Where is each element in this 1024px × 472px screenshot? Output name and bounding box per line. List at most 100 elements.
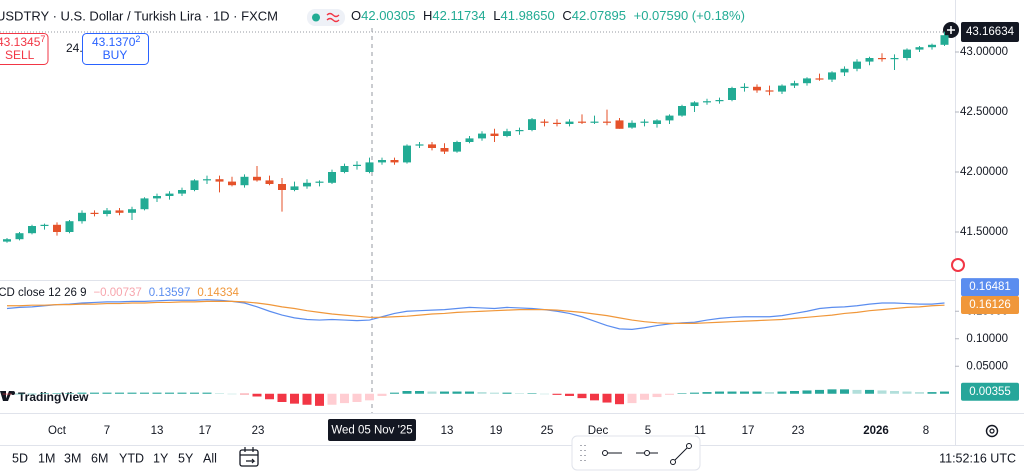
candle-body xyxy=(365,162,374,172)
candle-body xyxy=(328,172,336,183)
status-badge[interactable] xyxy=(307,9,345,26)
histogram-bar xyxy=(940,391,949,394)
histogram-bar xyxy=(52,393,62,394)
histogram-bar xyxy=(827,389,837,394)
histogram-bar xyxy=(615,393,624,405)
candle-body xyxy=(665,115,674,121)
brand-logo[interactable]: TradingView xyxy=(0,390,89,404)
candle-body xyxy=(940,35,949,45)
histogram-bar xyxy=(152,392,162,394)
sell-price: 43.13457 xyxy=(0,34,45,49)
histogram-bar xyxy=(665,393,674,395)
histogram-last: 0.00355 xyxy=(969,386,1011,398)
histogram-bar xyxy=(727,391,737,394)
histogram-bar xyxy=(552,393,562,395)
buy-button[interactable]: 43.13702 BUY xyxy=(82,33,149,65)
histogram-bar xyxy=(840,389,849,394)
histogram-bar xyxy=(315,393,324,406)
candle-body xyxy=(390,160,399,163)
candle-body xyxy=(103,210,111,214)
trend-line-tool[interactable] xyxy=(670,443,692,465)
range-button[interactable]: 6M xyxy=(91,451,108,465)
trend-node xyxy=(670,459,676,465)
candle-body xyxy=(915,47,924,50)
histogram-bar xyxy=(590,393,599,401)
candle-body xyxy=(690,102,699,106)
clock[interactable]: 11:52:16 UTC xyxy=(939,451,1016,465)
candle-body xyxy=(590,121,599,123)
brand-dot xyxy=(11,391,15,395)
settings-button[interactable] xyxy=(985,424,999,438)
y-tick-label: 0.05000 xyxy=(966,360,1008,372)
sell-price-digit: 7 xyxy=(40,34,45,44)
candle-body xyxy=(903,49,911,58)
candle-body xyxy=(240,176,249,186)
y-tick-label: 42.50000 xyxy=(960,106,1008,118)
candle-body xyxy=(828,72,836,80)
range-button[interactable]: 1M xyxy=(38,451,55,465)
sell-button[interactable]: 43.13457 SELL xyxy=(0,33,49,65)
histogram-bar xyxy=(177,392,187,394)
candle-body xyxy=(615,120,624,129)
legend-part: 0.14334 xyxy=(197,287,239,299)
signal-last-box xyxy=(961,296,1019,315)
candle-body xyxy=(90,212,99,214)
candle-body xyxy=(303,182,311,187)
histogram-bar xyxy=(127,392,137,394)
histogram-bar xyxy=(765,392,774,394)
crosshair-menu[interactable] xyxy=(943,22,959,38)
drag-grip xyxy=(580,445,586,461)
histogram-bar xyxy=(452,391,462,394)
ohlc-key: O xyxy=(351,8,361,23)
histogram-bar xyxy=(490,392,499,394)
candle-body xyxy=(315,181,324,183)
trend-line xyxy=(672,445,690,463)
sell-price-main: 43.1345 xyxy=(0,35,41,49)
symbol-title[interactable]: USDTRY · U.S. Dollar / Turkish Lira · 1D… xyxy=(0,8,278,23)
time-label: Dec xyxy=(588,425,609,437)
ray-tool[interactable] xyxy=(602,450,623,456)
time-label: 5 xyxy=(645,425,651,437)
time-label: 23 xyxy=(792,425,805,437)
histogram-bar xyxy=(815,389,824,394)
histogram-bar xyxy=(402,391,412,394)
histogram-bar xyxy=(40,393,49,394)
buy-price-digit: 2 xyxy=(135,34,140,44)
time-label: 7 xyxy=(104,425,110,437)
candle-body xyxy=(765,90,774,92)
date-range-button[interactable] xyxy=(239,447,259,467)
ray-node xyxy=(602,450,608,456)
candle-body xyxy=(890,58,899,60)
signal-last: 0.16126 xyxy=(969,299,1011,311)
range-button[interactable]: 5D xyxy=(12,451,28,465)
histogram-bar xyxy=(640,393,649,400)
candle-body xyxy=(853,61,861,69)
range-button[interactable]: 1Y xyxy=(153,451,169,465)
histogram-bar xyxy=(915,392,924,394)
macd-line xyxy=(7,300,945,324)
histogram-bar xyxy=(215,393,224,394)
sell-box xyxy=(0,33,49,65)
time-label: 23 xyxy=(252,425,265,437)
candle-body xyxy=(28,226,36,234)
histogram-bar xyxy=(540,393,549,395)
range-button[interactable]: 3M xyxy=(64,451,81,465)
candle-body xyxy=(728,88,736,100)
histogram-bar xyxy=(865,389,874,394)
candle-body xyxy=(78,212,86,222)
brand-text: TradingView xyxy=(18,390,89,404)
alert-marker[interactable] xyxy=(951,258,965,272)
range-button[interactable]: All xyxy=(203,451,217,465)
candle-body xyxy=(53,224,61,232)
histogram-bar xyxy=(302,393,312,405)
candle-body xyxy=(740,86,749,88)
range-button[interactable]: YTD xyxy=(119,451,144,465)
range-button[interactable]: 5Y xyxy=(178,451,194,465)
extended-line-tool[interactable] xyxy=(636,450,658,456)
crosshair-date-box xyxy=(328,419,416,441)
legend-part: MACD close 12 26 9 xyxy=(0,287,86,299)
histogram-bar xyxy=(477,392,487,394)
histogram-bar xyxy=(77,392,87,394)
histogram-bar xyxy=(752,391,762,394)
